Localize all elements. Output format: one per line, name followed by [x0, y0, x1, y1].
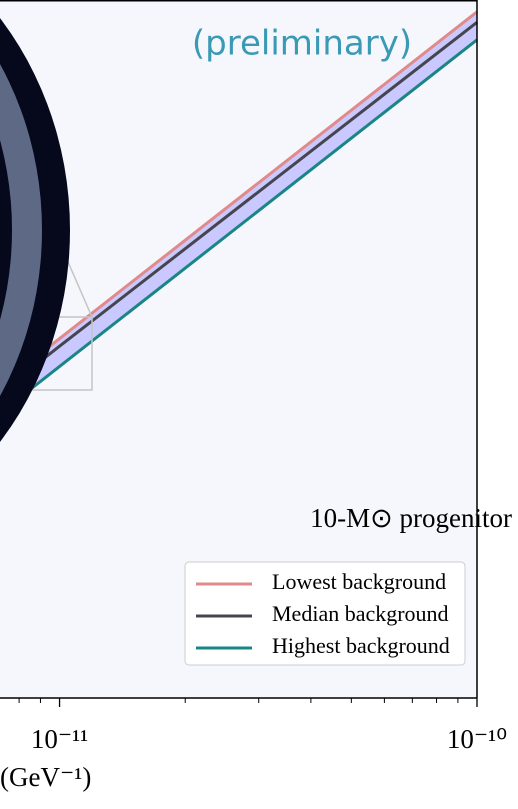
legend: Lowest background Median background Highes…	[196, 569, 450, 658]
x-tick-label: 10⁻¹⁰	[447, 724, 507, 754]
x-tick-label: 10⁻¹¹	[31, 724, 88, 754]
legend-label: Highest background	[272, 633, 450, 658]
annotation: (preliminary)	[192, 24, 412, 64]
band	[0, 11, 477, 414]
magnifier-band	[0, 64, 42, 396]
legend-label: Median background	[272, 601, 449, 626]
x-axis-label: (GeV⁻¹)	[0, 762, 91, 792]
magnifier-inner	[0, 140, 12, 320]
legend-box	[184, 561, 466, 666]
legend-label: Lowest background	[272, 569, 446, 594]
annotation: 10-M⊙ progenitor	[310, 503, 512, 533]
magnifier	[0, 18, 70, 442]
